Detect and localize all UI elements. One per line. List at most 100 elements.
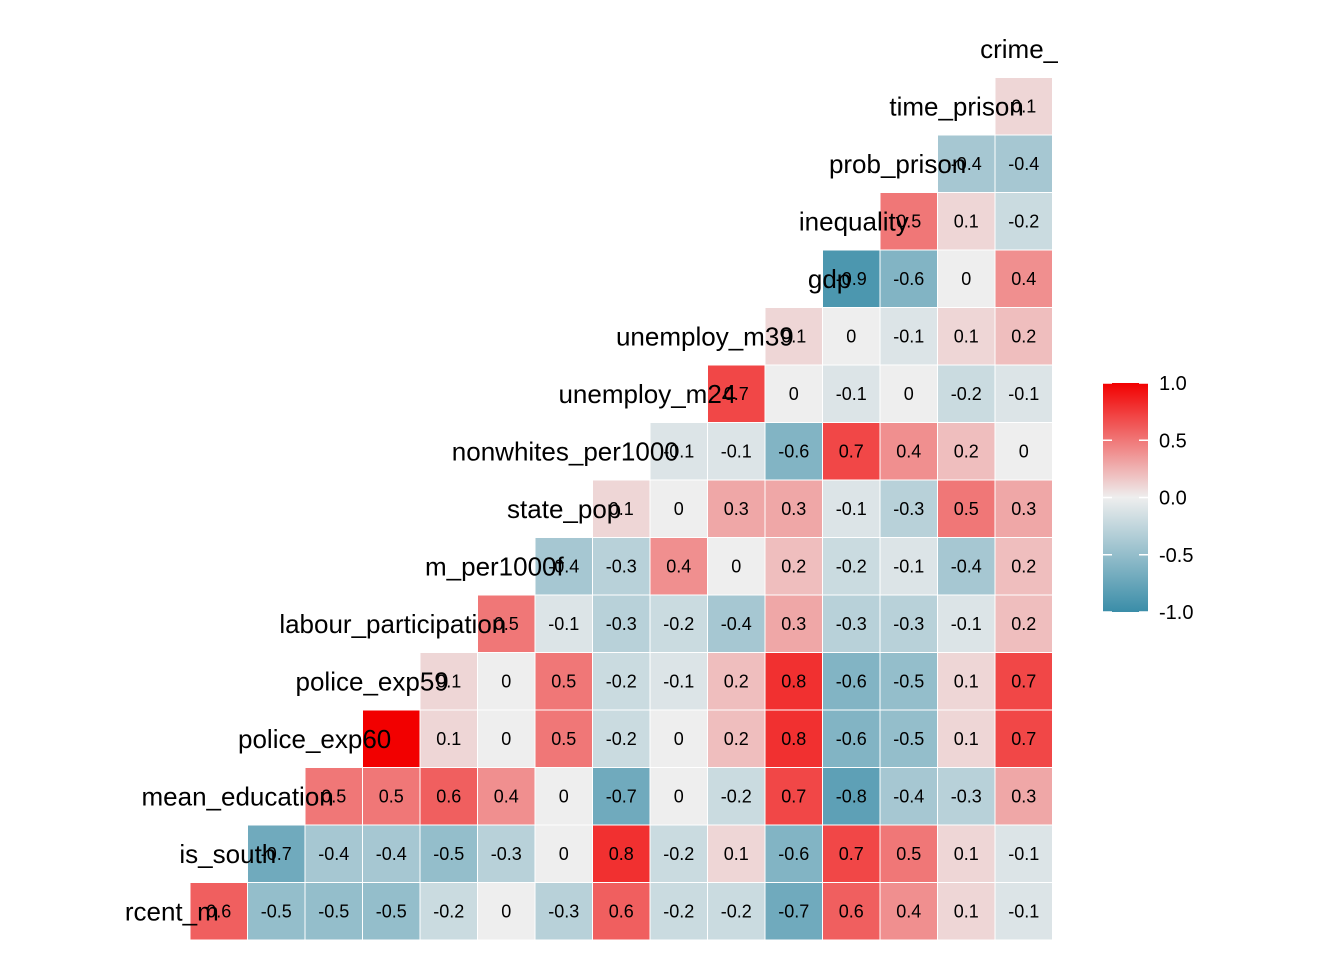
heatmap-cell-r2-c13 — [937, 767, 996, 826]
heatmap-cell-r4-c14 — [994, 652, 1053, 711]
cell-value-label: 0.7 — [724, 384, 749, 404]
cell-value-label: -0.1 — [721, 441, 752, 461]
heatmap-cell-r6-c14 — [994, 537, 1053, 596]
heatmap-cell-r5-c8 — [649, 594, 708, 653]
cell-value-label: -0.9 — [836, 269, 867, 289]
heatmap-cell-r14-c14 — [994, 77, 1053, 136]
variable-label-crime-ra: crime_ra — [980, 34, 1082, 64]
cell-value-label: -0.1 — [893, 326, 924, 346]
heatmap-cell-r8-c9 — [707, 422, 766, 481]
cell-value-label: -0.4 — [721, 614, 752, 634]
cell-value-label: 0.4 — [494, 786, 519, 806]
cell-value-label: 0.3 — [1011, 786, 1036, 806]
cell-value-label: -0.7 — [606, 786, 637, 806]
heatmap-cell-r0-c8 — [649, 882, 708, 941]
variable-label-inequality: inequality — [799, 206, 909, 236]
cell-value-label: 0 — [1019, 441, 1029, 461]
cell-value-label: 0 — [559, 844, 569, 864]
cell-value-label: -0.1 — [663, 671, 694, 691]
variable-label-mean-education: mean_education — [141, 781, 333, 811]
cell-value-label: -0.1 — [836, 499, 867, 519]
cell-value-label: -0.1 — [1008, 384, 1039, 404]
heatmap-cell-r13-c14 — [994, 134, 1053, 193]
heatmap-cell-r11-c14 — [994, 249, 1053, 308]
cell-value-label: -0.2 — [663, 844, 694, 864]
cell-value-label: 0.6 — [609, 901, 634, 921]
variable-label-unemploy-m39: unemploy_m39 — [616, 321, 794, 351]
cell-value-label: 0.5 — [551, 729, 576, 749]
heatmap-cell-r10-c12 — [879, 307, 938, 366]
heatmap-cell-r2-c7 — [592, 767, 651, 826]
heatmap-cell-r4-c8 — [649, 652, 708, 711]
cell-value-label: -0.1 — [893, 556, 924, 576]
cell-value-label: -0.1 — [1008, 901, 1039, 921]
cell-value-label: 0.1 — [954, 671, 979, 691]
cell-value-label: 0 — [961, 269, 971, 289]
variable-label-m-per1000f: m_per1000f — [425, 551, 565, 581]
heatmap-cell-r5-c12 — [879, 594, 938, 653]
cell-value-label: 0 — [501, 729, 511, 749]
cell-value-label: 0.1 — [436, 671, 461, 691]
heatmap-cell-r6-c9 — [707, 537, 766, 596]
heatmap-cell-r9-c11 — [822, 364, 881, 423]
heatmap-cell-r5-c7 — [592, 594, 651, 653]
cell-value-label: -0.3 — [548, 901, 579, 921]
heatmap-cell-r9-c9 — [707, 364, 766, 423]
heatmap-cell-r12-c13 — [937, 192, 996, 251]
cell-value-label: -0.3 — [606, 614, 637, 634]
cell-value-label: -0.4 — [548, 556, 579, 576]
heatmap-cell-r7-c7 — [592, 479, 651, 538]
cell-value-label: 0.1 — [954, 729, 979, 749]
cell-value-label: 0.2 — [724, 729, 749, 749]
cell-value-label: 0.7 — [839, 441, 864, 461]
cell-value-label: -0.5 — [893, 671, 924, 691]
heatmap-cell-r1-c3 — [362, 824, 421, 883]
heatmap-cell-r0-c0 — [189, 882, 248, 941]
heatmap-cell-r6-c13 — [937, 537, 996, 596]
cell-value-label: 0.1 — [954, 326, 979, 346]
heatmap-cell-r8-c13 — [937, 422, 996, 481]
cell-value-label: -0.3 — [491, 844, 522, 864]
heatmap-cells — [189, 77, 1053, 941]
cell-value-label: -0.1 — [951, 614, 982, 634]
heatmap-cell-labels: 0.6 -0.5 -0.5 -0.5 -0.2 0 -0.3 0.6 -0.2 -0.2 -0.7 0… — [206, 96, 1039, 921]
heatmap-cell-r1-c2 — [304, 824, 363, 883]
cell-value-label: -0.2 — [663, 614, 694, 634]
cell-value-label: 0.4 — [896, 901, 921, 921]
cell-value-label: -0.1 — [836, 384, 867, 404]
cell-value-label: 0.2 — [781, 556, 806, 576]
heatmap-cell-r0-c12 — [879, 882, 938, 941]
heatmap-cell-r2-c14 — [994, 767, 1053, 826]
heatmap-cell-r12-c14 — [994, 192, 1053, 251]
cell-value-label: 0.4 — [1011, 269, 1036, 289]
cell-value-label: -0.4 — [951, 154, 982, 174]
heatmap-cell-r0-c11 — [822, 882, 881, 941]
cell-value-label: 0.5 — [896, 844, 921, 864]
cell-value-label: 0.8 — [781, 671, 806, 691]
heatmap-cell-r8-c14 — [994, 422, 1053, 481]
cell-value-label: -0.2 — [433, 901, 464, 921]
legend-tick-label: 0.0 — [1159, 488, 1187, 510]
cell-value-label: -0.7 — [261, 844, 292, 864]
cell-value-label: 0.5 — [954, 499, 979, 519]
variable-label-time-prison: time_prison — [889, 91, 1023, 121]
heatmap-cell-r0-c9 — [707, 882, 766, 941]
heatmap-cell-r2-c6 — [534, 767, 593, 826]
heatmap-cell-r5-c9 — [707, 594, 766, 653]
heatmap-cell-r5-c5 — [477, 594, 536, 653]
cell-value-label: 0.7 — [781, 786, 806, 806]
cell-value-label: 0.6 — [436, 786, 461, 806]
heatmap-cell-r3-c8 — [649, 709, 708, 768]
cell-value-label: -0.6 — [836, 671, 867, 691]
heatmap-cell-r3-c10 — [764, 709, 823, 768]
heatmap-cell-r4-c10 — [764, 652, 823, 711]
cell-value-label: -0.8 — [836, 786, 867, 806]
heatmap-cell-r4-c11 — [822, 652, 881, 711]
cell-value-label: -0.2 — [836, 556, 867, 576]
cell-value-label: -0.2 — [606, 671, 637, 691]
heatmap-cell-r7-c14 — [994, 479, 1053, 538]
heatmap-cell-r7-c10 — [764, 479, 823, 538]
cell-value-label: 0.5 — [896, 211, 921, 231]
